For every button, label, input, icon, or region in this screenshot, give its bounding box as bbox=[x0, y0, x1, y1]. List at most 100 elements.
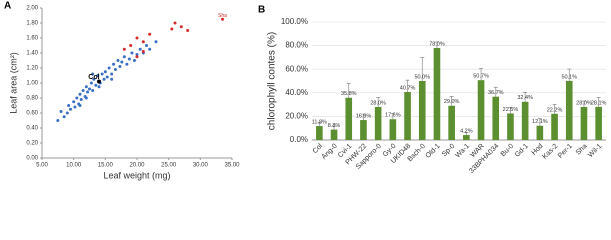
data-point bbox=[122, 55, 126, 59]
data-point bbox=[154, 40, 158, 44]
bar bbox=[418, 81, 426, 140]
bar bbox=[463, 135, 470, 140]
y-tick-label: 0.20 bbox=[26, 141, 38, 147]
x-tick-label: 30.00 bbox=[193, 163, 209, 169]
y-tick-label: 1.60 bbox=[26, 36, 38, 42]
value-label: 12.1% bbox=[532, 119, 548, 125]
data-point bbox=[97, 79, 101, 84]
data-point bbox=[56, 119, 60, 122]
data-point bbox=[186, 29, 190, 32]
x-tick-label: Ang-0 bbox=[321, 143, 339, 161]
value-label: 50.7% bbox=[473, 74, 489, 80]
data-point bbox=[72, 100, 76, 104]
data-point bbox=[84, 85, 88, 89]
value-label: 35.8% bbox=[341, 91, 357, 97]
x-tick-label: Kas-2 bbox=[541, 143, 559, 161]
panel: B 0.0% 20.0% 40.0% 60.0% 80.0% 100.0%chlorophy… bbox=[258, 5, 607, 175]
data-point bbox=[69, 107, 72, 111]
bar bbox=[477, 80, 485, 140]
data-point bbox=[179, 25, 183, 29]
x-tick-label: Wil-1 bbox=[587, 143, 603, 159]
y-axis-label: chlorophyll contes (%) bbox=[267, 32, 278, 130]
data-point bbox=[62, 115, 66, 119]
bar bbox=[404, 91, 411, 140]
panel: A 5.00 10.00 15.00 20.00 25.00 30.00 35.00 0.00 0… bbox=[4, 1, 240, 181]
y-tick-label: 60.0% bbox=[285, 64, 308, 73]
y-tick-label: 80.0% bbox=[285, 41, 308, 50]
value-label: 28.0% bbox=[370, 100, 386, 106]
bar bbox=[580, 106, 588, 140]
point-label: Sha bbox=[218, 13, 227, 19]
value-label: 16.9% bbox=[356, 114, 372, 120]
bar bbox=[536, 125, 544, 140]
data-point bbox=[100, 72, 104, 76]
value-label: 11.8% bbox=[312, 120, 327, 126]
data-point bbox=[88, 87, 91, 91]
data-point bbox=[73, 105, 77, 109]
data-point bbox=[110, 72, 114, 76]
y-tick-label: 1.00 bbox=[26, 81, 38, 87]
data-point bbox=[84, 96, 88, 100]
x-tick-label: 20.00 bbox=[129, 163, 145, 169]
bar bbox=[345, 97, 353, 140]
data-point bbox=[141, 50, 145, 53]
y-tick-label: 0.60 bbox=[26, 111, 38, 117]
data-point bbox=[170, 27, 174, 31]
data-point bbox=[103, 70, 107, 74]
value-label: 50.1% bbox=[561, 74, 577, 80]
data-point bbox=[113, 68, 117, 71]
data-point bbox=[97, 85, 101, 89]
data-point bbox=[148, 47, 152, 51]
bar bbox=[521, 101, 529, 140]
bar bbox=[448, 105, 455, 140]
value-label: 50.0% bbox=[414, 74, 430, 80]
data-point bbox=[89, 81, 93, 85]
data-point bbox=[78, 92, 82, 96]
y-tick-label: 0.0% bbox=[290, 135, 308, 144]
bar bbox=[330, 129, 338, 140]
x-tick-label: 15.00 bbox=[98, 163, 114, 169]
x-axis-label: Leaf weight (mg) bbox=[103, 170, 170, 180]
data-point bbox=[81, 89, 85, 92]
x-tick-label: Bu-0 bbox=[500, 143, 515, 158]
x-tick-label: 25.00 bbox=[161, 163, 177, 169]
figure: A 5.00 10.00 15.00 20.00 25.00 30.00 35.00 0.00 0… bbox=[4, 1, 607, 181]
data-point bbox=[107, 66, 111, 70]
bar bbox=[507, 113, 514, 140]
data-point bbox=[79, 98, 83, 101]
data-point bbox=[132, 59, 136, 62]
y-tick-label: 0.00 bbox=[26, 156, 38, 162]
y-tick-label: 100.0% bbox=[281, 17, 308, 26]
data-point bbox=[135, 53, 139, 56]
data-point bbox=[75, 96, 79, 100]
y-tick-label: 1.80 bbox=[26, 21, 38, 27]
x-tick-label: 10.00 bbox=[66, 163, 82, 169]
y-axis-label: Leaf area (cm²) bbox=[8, 52, 18, 114]
y-tick-label: 0.40 bbox=[26, 126, 38, 132]
value-label: 32.4% bbox=[517, 95, 533, 101]
value-label: 29.0% bbox=[444, 99, 460, 105]
value-label: 4.2% bbox=[460, 128, 473, 134]
data-point bbox=[127, 57, 131, 61]
bar bbox=[374, 106, 382, 140]
data-point bbox=[112, 62, 116, 66]
x-tick-label: Gd-1 bbox=[514, 143, 530, 159]
data-point bbox=[105, 75, 109, 79]
point-label: Col bbox=[88, 74, 99, 81]
data-point bbox=[129, 44, 133, 47]
data-point bbox=[148, 32, 152, 36]
data-point bbox=[138, 47, 142, 51]
bar bbox=[492, 96, 500, 140]
y-tick-label: 2.00 bbox=[26, 6, 38, 12]
data-point bbox=[78, 104, 82, 107]
data-point bbox=[94, 83, 98, 87]
value-label: 78.0% bbox=[429, 41, 445, 47]
bar bbox=[433, 47, 441, 140]
data-point bbox=[118, 65, 122, 68]
data-point bbox=[102, 77, 106, 81]
y-tick-label: 1.40 bbox=[26, 51, 38, 57]
data-point bbox=[122, 47, 126, 51]
data-point bbox=[141, 40, 145, 44]
data-point bbox=[120, 60, 124, 64]
x-tick-label: 5.00 bbox=[36, 163, 48, 169]
